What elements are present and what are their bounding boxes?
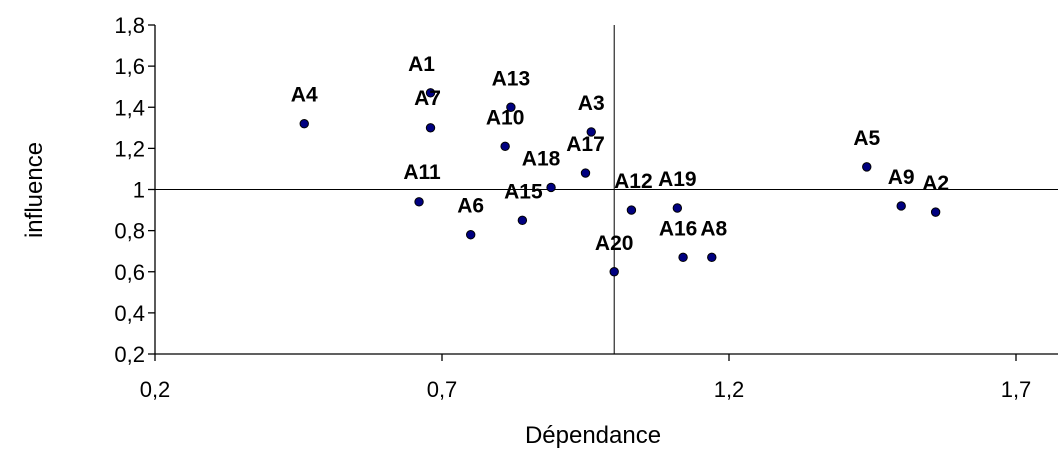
data-points	[299, 88, 941, 277]
point-label-a5: A5	[853, 127, 880, 150]
y-tick-label: 1,4	[114, 95, 145, 120]
point-label-a12: A12	[614, 170, 653, 193]
point-label-a9: A9	[888, 166, 915, 189]
point-label-a1: A1	[408, 53, 435, 76]
y-tick-label: 0,2	[114, 342, 145, 367]
data-point-a20	[609, 267, 619, 277]
point-label-a20: A20	[595, 232, 634, 255]
point-label-a2: A2	[922, 172, 949, 195]
data-point-a11	[414, 197, 424, 207]
y-tick-label: 1	[133, 178, 145, 203]
y-tick-label: 1,8	[114, 13, 145, 38]
point-label-a19: A19	[658, 168, 697, 191]
point-label-a13: A13	[492, 67, 531, 90]
point-label-a10: A10	[486, 106, 525, 129]
data-point-a15	[517, 215, 528, 226]
data-point-a1	[425, 88, 436, 98]
data-point-a13	[506, 102, 516, 112]
x-tick-label: 0,7	[427, 377, 458, 402]
x-tick-label: 0,2	[140, 377, 171, 402]
point-label-a4: A4	[291, 84, 318, 107]
data-point-a8	[707, 252, 717, 263]
y-tick-label: 0,4	[114, 301, 145, 326]
point-label-a7: A7	[414, 87, 441, 110]
y-tick-label: 1,6	[114, 54, 145, 79]
x-tick-label: 1,7	[1001, 377, 1032, 402]
data-point-a4	[299, 119, 309, 129]
y-tick-label: 1,2	[114, 136, 145, 161]
data-point-a10	[500, 141, 510, 152]
data-point-a3	[586, 127, 596, 137]
point-label-a15: A15	[504, 180, 543, 203]
point-label-a16: A16	[659, 217, 698, 240]
point-label-a17: A17	[566, 133, 605, 156]
x-tick-label: 1,2	[714, 377, 745, 402]
data-point-a9	[896, 201, 906, 211]
x-axis-title: Dépendance	[525, 422, 661, 449]
data-point-a5	[862, 162, 872, 172]
y-tick-label: 0,6	[114, 260, 145, 285]
data-point-a2	[930, 207, 941, 217]
point-label-a11: A11	[403, 161, 441, 184]
tick-labels: 0,2 0,4 0,6 0,8 1 1,2 1,4 1,6 1,8 0,2 0,7 1,2 1,7	[114, 13, 1031, 402]
data-point-a19	[672, 203, 683, 213]
point-label-a8: A8	[700, 217, 727, 240]
point-label-a6: A6	[457, 195, 484, 218]
data-point-a6	[466, 230, 476, 240]
point-label-a3: A3	[578, 92, 605, 115]
data-point-a7	[425, 123, 436, 133]
data-point-a12	[626, 205, 637, 215]
y-axis-title: influence	[21, 142, 48, 238]
data-point-a16	[678, 252, 688, 263]
data-point-a18	[546, 182, 556, 193]
data-point-a17	[580, 168, 591, 178]
point-label-a18: A18	[522, 147, 561, 170]
y-tick-label: 0,8	[114, 219, 145, 244]
